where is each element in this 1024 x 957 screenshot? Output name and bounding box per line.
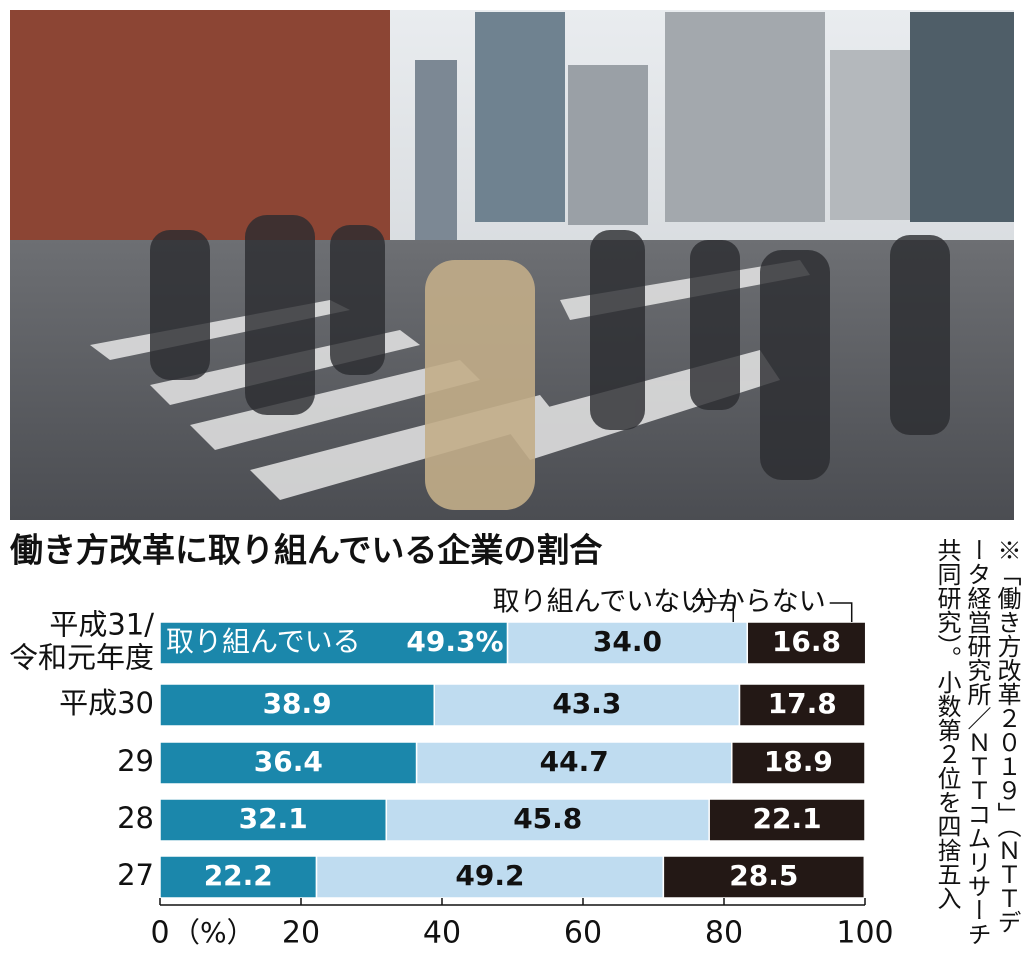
bar-segment bbox=[315, 855, 665, 899]
bar-segment bbox=[159, 798, 388, 842]
bar-segment bbox=[738, 683, 866, 727]
bar-segment bbox=[708, 798, 866, 842]
data-label: 38.9 bbox=[263, 687, 332, 720]
legend-label: 分からない bbox=[691, 587, 826, 618]
bar-segment bbox=[506, 621, 749, 665]
data-label: 22.2 bbox=[204, 859, 273, 892]
data-label: 16.8 bbox=[772, 625, 841, 658]
x-tick-label: 60 bbox=[564, 916, 602, 951]
bar-segment bbox=[385, 798, 710, 842]
legend-leader bbox=[711, 602, 735, 622]
data-label: 44.7 bbox=[540, 745, 609, 778]
x-tick-label: 100 bbox=[836, 916, 893, 951]
x-tick-label: 20 bbox=[282, 916, 320, 951]
bar-segment bbox=[159, 855, 318, 899]
x-tick-label: 80 bbox=[705, 916, 743, 951]
chart-title: 働き方改革に取り組んでいる企業の割合 bbox=[10, 531, 602, 570]
legend-leader bbox=[829, 602, 853, 622]
x-tick-label: 0 bbox=[150, 916, 169, 951]
bar-segment bbox=[746, 621, 867, 665]
bar-segment bbox=[662, 855, 866, 899]
bar-segment bbox=[159, 741, 418, 785]
y-tick-label: 27 bbox=[117, 858, 154, 892]
data-label: 45.8 bbox=[513, 802, 582, 835]
source-note: ※「働き方改革２０１９」（ＮＴＴデータ経営研究所／ＮＴＴコムリサーチ 共同研究）… bbox=[933, 538, 1021, 946]
data-label: 22.1 bbox=[753, 802, 822, 835]
y-tick-label: 平成31/令和元年度 bbox=[9, 608, 154, 675]
data-label: 43.3 bbox=[552, 687, 621, 720]
data-label: 32.1 bbox=[239, 802, 308, 835]
bar-segment bbox=[159, 683, 435, 727]
x-axis-unit: （%） bbox=[172, 916, 255, 949]
data-label: 34.0 bbox=[593, 625, 662, 658]
data-label: 36.4 bbox=[254, 745, 323, 778]
bar-segment bbox=[159, 621, 509, 665]
y-tick-label: 平成30 bbox=[59, 686, 154, 720]
photo bbox=[10, 10, 1014, 520]
bar-series-label: 取り組んでいる bbox=[166, 625, 361, 658]
legend-label: 取り組んでいない bbox=[493, 587, 708, 618]
x-tick-label: 40 bbox=[423, 916, 461, 951]
bar-segment bbox=[731, 741, 866, 785]
data-label: 28.5 bbox=[729, 859, 798, 892]
data-label: 49.3% bbox=[406, 625, 503, 658]
y-tick-label: 29 bbox=[117, 744, 154, 778]
data-label: 18.9 bbox=[764, 745, 833, 778]
data-label: 17.8 bbox=[768, 687, 837, 720]
data-label: 49.2 bbox=[455, 859, 524, 892]
y-tick-label: 28 bbox=[117, 801, 154, 835]
bar-segment bbox=[433, 683, 741, 727]
